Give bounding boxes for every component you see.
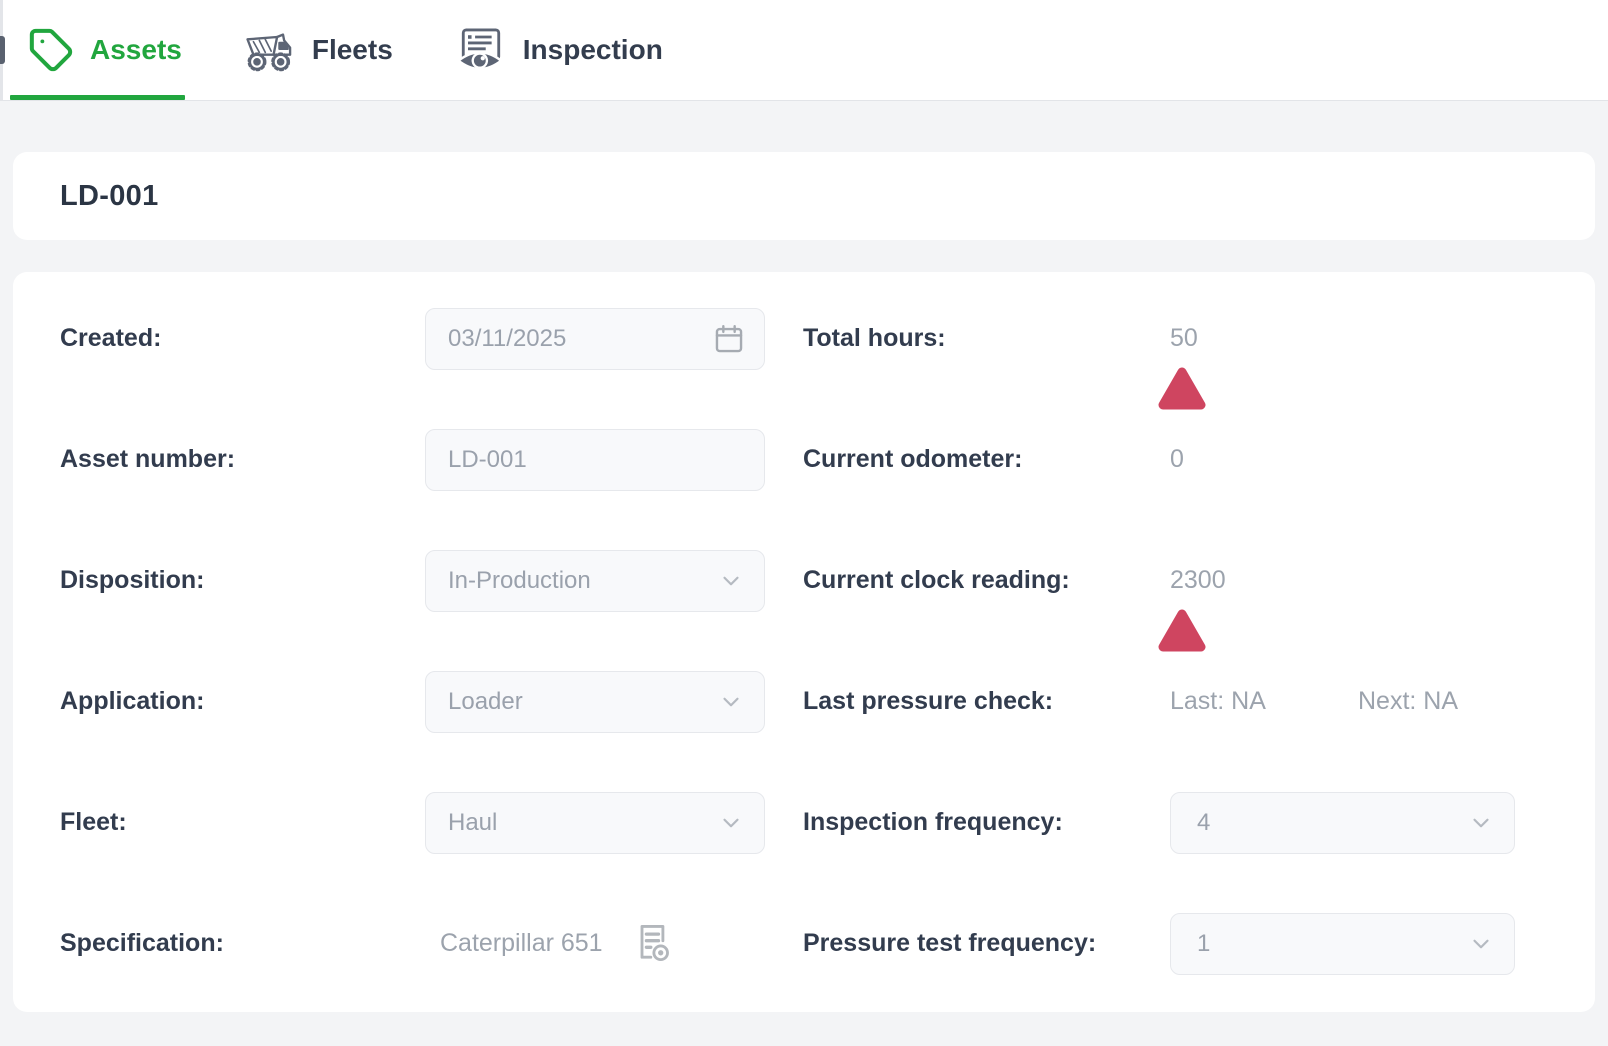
pressure-test-frequency-select[interactable]: 1 xyxy=(1170,912,1515,975)
current-clock-label: Current clock reading: xyxy=(803,566,1070,594)
calendar-icon[interactable] xyxy=(712,322,746,356)
tab-assets[interactable]: Assets xyxy=(28,0,182,100)
last-pressure-last-value: Last: NA xyxy=(1170,687,1266,715)
tab-fleets-label: Fleets xyxy=(311,34,393,65)
fleet-label: Fleet: xyxy=(60,808,127,836)
last-pressure-check-label: Last pressure check: xyxy=(803,687,1054,715)
asset-number-input[interactable] xyxy=(425,428,765,491)
chevron-down-icon xyxy=(1473,939,1489,948)
application-select[interactable]: Loader xyxy=(425,670,765,733)
tag-icon xyxy=(29,28,73,72)
tab-inspection-label: Inspection xyxy=(522,34,663,65)
fleet-select[interactable]: Haul xyxy=(425,791,765,854)
form-row-application: Application: Loader Last pressure check:… xyxy=(13,641,1595,762)
current-odometer-value: 0 xyxy=(1170,445,1184,473)
partial-icon xyxy=(0,36,5,64)
specification-value: Caterpillar 651 xyxy=(440,929,603,957)
form-row-created: Created: Total hours: 50 xyxy=(13,278,1595,410)
total-hours-value: 50 xyxy=(1170,324,1198,352)
asset-details-card: Created: Total hours: 50 Asset number: xyxy=(13,272,1595,1012)
chevron-down-icon xyxy=(1473,818,1489,827)
disposition-select[interactable]: In-Production xyxy=(425,549,765,612)
active-tab-indicator xyxy=(10,95,185,100)
created-date-value[interactable] xyxy=(448,324,712,353)
last-pressure-next-value: Next: NA xyxy=(1358,687,1459,715)
current-odometer-label: Current odometer: xyxy=(803,445,1023,473)
chevron-down-icon xyxy=(723,697,739,706)
total-hours-label: Total hours: xyxy=(803,324,946,352)
form-row-disposition: Disposition: In-Production Current clock… xyxy=(13,520,1595,652)
current-clock-value: 2300 xyxy=(1170,566,1226,594)
tab-inspection[interactable]: Inspection xyxy=(455,0,663,100)
asset-title-card: LD-001 xyxy=(13,152,1595,240)
chevron-down-icon xyxy=(723,576,739,585)
specification-label: Specification: xyxy=(60,929,224,957)
fleet-value: Haul xyxy=(448,808,498,836)
form-row-fleet: Fleet: Haul Inspection frequency: 4 xyxy=(13,762,1595,883)
created-label: Created: xyxy=(60,324,162,352)
tab-assets-label: Assets xyxy=(90,34,182,65)
disposition-value: In-Production xyxy=(448,566,591,594)
inspection-frequency-value: 4 xyxy=(1197,808,1211,836)
pressure-test-frequency-label: Pressure test frequency: xyxy=(803,929,1097,957)
asset-title: LD-001 xyxy=(60,179,159,212)
application-value: Loader xyxy=(448,687,523,715)
inspection-frequency-select[interactable]: 4 xyxy=(1170,791,1515,854)
application-label: Application: xyxy=(60,687,205,715)
disposition-label: Disposition: xyxy=(60,566,205,594)
increase-indicator xyxy=(1158,367,1206,410)
tab-bar: Assets Fleets Inspection xyxy=(0,0,1608,101)
asset-number-value[interactable] xyxy=(448,445,746,474)
inspection-icon xyxy=(456,28,503,71)
form-row-specification: Specification: Caterpillar 651 Pressure … xyxy=(13,883,1595,1004)
tab-fleets[interactable]: Fleets xyxy=(244,0,393,100)
created-date-input[interactable] xyxy=(425,307,765,370)
form-row-asset-number: Asset number: Current odometer: 0 xyxy=(13,399,1595,520)
asset-number-label: Asset number: xyxy=(60,445,236,473)
increase-indicator xyxy=(1158,609,1206,652)
haul-truck-icon xyxy=(246,33,292,72)
chevron-down-icon xyxy=(723,818,739,827)
inspection-frequency-label: Inspection frequency: xyxy=(803,808,1063,836)
view-specification-icon[interactable] xyxy=(631,922,675,966)
pressure-test-frequency-value: 1 xyxy=(1197,929,1211,957)
